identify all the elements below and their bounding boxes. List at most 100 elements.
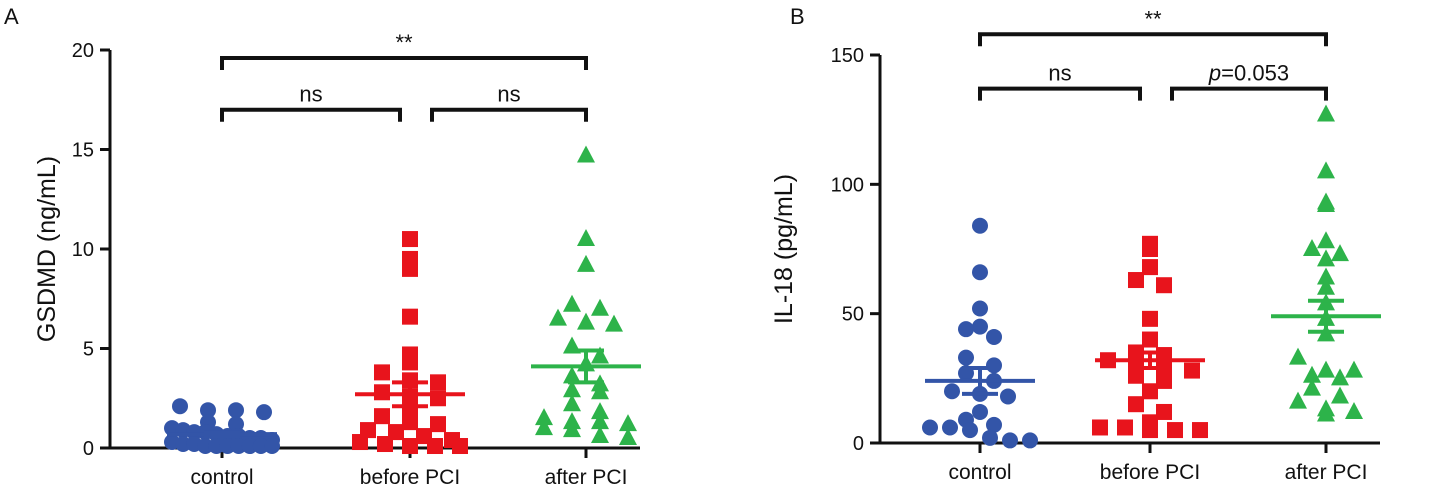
data-point bbox=[1000, 388, 1016, 405]
series-before-pci bbox=[1092, 235, 1208, 439]
data-point bbox=[352, 434, 368, 451]
data-point bbox=[208, 438, 225, 455]
data-point bbox=[986, 357, 1002, 374]
data-point bbox=[549, 308, 567, 326]
series-before-pci bbox=[352, 231, 468, 455]
y-tick-label: 10 bbox=[72, 239, 94, 261]
data-point bbox=[972, 318, 988, 335]
data-point bbox=[1317, 249, 1335, 267]
data-point bbox=[942, 419, 958, 436]
significance-label: ** bbox=[1144, 6, 1162, 31]
data-point bbox=[535, 408, 553, 426]
data-point bbox=[591, 412, 609, 430]
data-point bbox=[402, 308, 418, 325]
data-point bbox=[1128, 272, 1144, 289]
data-point bbox=[402, 414, 418, 431]
data-point bbox=[1303, 239, 1321, 256]
data-point bbox=[1331, 368, 1349, 386]
y-tick-label: 15 bbox=[72, 140, 94, 162]
data-point bbox=[1317, 277, 1335, 295]
data-point bbox=[402, 438, 418, 455]
bracket-line bbox=[1170, 86, 1328, 101]
data-point bbox=[1289, 391, 1307, 409]
data-point bbox=[228, 416, 244, 433]
data-point bbox=[402, 231, 418, 248]
data-point bbox=[563, 420, 581, 438]
series-control bbox=[922, 217, 1038, 449]
significance-label: ns bbox=[1048, 61, 1071, 86]
x-category-label: after PCI bbox=[1285, 461, 1368, 484]
data-point bbox=[377, 436, 393, 453]
data-point bbox=[591, 402, 609, 420]
data-point bbox=[256, 404, 272, 421]
data-point bbox=[619, 414, 637, 432]
data-point bbox=[1184, 362, 1200, 379]
series-control bbox=[164, 398, 280, 455]
data-point bbox=[1331, 386, 1349, 404]
data-point bbox=[972, 300, 988, 317]
data-point bbox=[430, 416, 446, 433]
data-point bbox=[172, 398, 188, 415]
bracket-line bbox=[220, 107, 402, 122]
data-point bbox=[563, 366, 581, 384]
significance-bracket: ** bbox=[220, 30, 588, 70]
data-point bbox=[1117, 419, 1133, 436]
data-point bbox=[1022, 432, 1038, 449]
data-point bbox=[374, 364, 390, 381]
data-point bbox=[986, 416, 1002, 433]
data-point bbox=[591, 382, 609, 400]
data-point bbox=[1317, 104, 1335, 122]
panel-A: A 0 5 10 15 20 GSDMD (ng/mL) control before PCI a… bbox=[4, 4, 641, 488]
data-point bbox=[452, 438, 468, 455]
bracket-line bbox=[220, 55, 588, 70]
data-point bbox=[1317, 360, 1335, 378]
data-point bbox=[577, 229, 595, 247]
data-point bbox=[1345, 360, 1363, 378]
data-point bbox=[1142, 331, 1158, 348]
data-point bbox=[1289, 347, 1307, 365]
significance-bracket: ** bbox=[978, 6, 1328, 47]
data-point bbox=[1092, 419, 1108, 436]
significance-label-value: =0.053 bbox=[1221, 61, 1289, 86]
x-category-label: before PCI bbox=[360, 466, 460, 488]
y-tick-label: 20 bbox=[72, 40, 94, 62]
data-point bbox=[591, 346, 609, 364]
data-point bbox=[1142, 310, 1158, 327]
series-after-pci bbox=[531, 145, 641, 446]
data-point bbox=[563, 380, 581, 398]
significance-label: ns bbox=[497, 82, 520, 107]
data-point bbox=[958, 321, 974, 338]
data-point bbox=[402, 260, 418, 277]
data-point bbox=[591, 298, 609, 316]
bracket-line bbox=[430, 107, 588, 122]
data-point bbox=[1142, 259, 1158, 276]
data-point bbox=[1156, 372, 1172, 389]
data-point bbox=[1156, 403, 1172, 420]
significance-bracket: ns bbox=[220, 82, 402, 122]
data-point bbox=[958, 349, 974, 366]
data-point bbox=[1303, 365, 1321, 383]
data-point bbox=[1167, 422, 1183, 439]
y-tick-label: 0 bbox=[83, 438, 94, 460]
panel-label: A bbox=[4, 4, 19, 29]
data-point bbox=[972, 264, 988, 281]
data-point bbox=[605, 314, 623, 332]
y-tick-label: 150 bbox=[831, 45, 864, 67]
data-point bbox=[1317, 404, 1335, 422]
x-category-label: control bbox=[948, 461, 1011, 484]
significance-label: ** bbox=[395, 30, 413, 55]
data-point bbox=[1317, 267, 1335, 285]
data-point bbox=[252, 438, 269, 455]
data-point bbox=[972, 217, 988, 234]
data-point bbox=[563, 294, 581, 312]
y-axis-title: IL-18 (pg/mL) bbox=[770, 174, 798, 324]
bracket-line bbox=[978, 86, 1142, 101]
series-after-pci bbox=[1271, 104, 1381, 422]
data-point bbox=[1317, 231, 1335, 249]
data-point bbox=[402, 354, 418, 371]
y-tick-label: 100 bbox=[831, 174, 864, 196]
x-category-label: before PCI bbox=[1100, 461, 1200, 484]
significance-bracket: ns bbox=[430, 82, 588, 122]
data-point bbox=[1142, 383, 1158, 400]
